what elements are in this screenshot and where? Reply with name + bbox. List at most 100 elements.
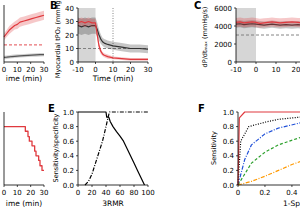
x-tick <box>44 62 45 64</box>
y-tick <box>76 48 78 49</box>
y-tick-label: 2000 <box>214 41 232 49</box>
y-tick-label: 0.4 <box>63 152 75 160</box>
x-tick <box>30 62 31 64</box>
x-tick-label: 10 <box>13 189 22 197</box>
x-tick-label: 10 <box>13 66 22 74</box>
x-tick-label: 0 <box>254 66 258 74</box>
x-tick <box>106 185 107 187</box>
x-axis-label: ime (min) <box>6 74 42 83</box>
y-tick-label: 20 <box>65 32 74 40</box>
series-line <box>4 55 44 58</box>
x-axis <box>4 185 44 186</box>
series-line <box>4 127 44 171</box>
x-tick-label: -10 <box>230 66 241 74</box>
y-axis-label: Sensitivity/specificity <box>52 113 60 182</box>
y-tick <box>236 170 238 171</box>
y-tick <box>76 185 78 186</box>
y-tick <box>76 155 78 156</box>
panel: 0102030ime (min) <box>2 5 49 83</box>
y-tick <box>236 141 238 142</box>
error-band <box>78 17 148 60</box>
y-tick <box>234 44 236 45</box>
x-tick <box>130 62 131 64</box>
y-tick <box>76 126 78 127</box>
y-tick <box>76 21 78 22</box>
x-tick-label: 0 <box>2 189 6 197</box>
x-tick <box>4 62 5 64</box>
x-tick-label: 0 <box>236 189 240 197</box>
x-tick <box>296 62 297 64</box>
y-tick-label: 0.0 <box>63 182 74 190</box>
y-tick <box>236 155 238 156</box>
x-tick <box>95 62 96 64</box>
series-line <box>85 112 148 185</box>
x-tick-label: 100 <box>141 189 154 197</box>
x-tick-label: 60 <box>116 189 125 197</box>
y-tick-label: 0.8 <box>63 123 74 131</box>
x-tick <box>17 62 18 64</box>
y-axis-label: Sensitivity <box>210 131 218 165</box>
y-tick-label: 0.2 <box>223 167 234 175</box>
x-tick-label: 30 <box>144 66 153 74</box>
panel-letter: F <box>198 103 205 114</box>
y-tick-label: 1.0 <box>63 109 74 117</box>
x-tick <box>113 62 114 64</box>
plot-area <box>236 8 300 62</box>
x-tick <box>134 185 135 187</box>
y-axis <box>236 8 237 62</box>
x-tick <box>148 62 149 64</box>
x-tick <box>30 185 31 187</box>
x-axis-label: ime (min) <box>6 199 42 208</box>
x-tick-label: 20 <box>88 189 97 197</box>
y-tick <box>236 112 238 113</box>
y-tick-label: 0.4 <box>223 152 235 160</box>
y-tick-label: 40 <box>65 5 74 13</box>
x-tick <box>17 185 18 187</box>
plot-area <box>78 112 148 185</box>
y-tick <box>236 126 238 127</box>
x-tick <box>256 62 257 64</box>
series-line <box>238 123 300 185</box>
y-axis-label: dP/dtₘₐₓ (mmHg/s) <box>201 7 209 68</box>
y-tick-label: 0.2 <box>63 167 74 175</box>
panel-letter: C <box>194 0 201 11</box>
panel-letter: B <box>50 0 58 11</box>
panel: -100102030010203040Time (min)Myocardial … <box>50 0 152 83</box>
x-axis-label: Time (min) <box>92 74 134 83</box>
y-axis-label: Myocardial tPO₂ (mmHg) <box>54 0 62 78</box>
x-axis-label: 3RMR <box>102 199 124 208</box>
y-tick-label: 10 <box>65 45 74 53</box>
error-band <box>236 17 300 27</box>
series-line <box>78 112 145 185</box>
y-tick-label: 4000 <box>214 23 232 31</box>
x-tick-label: 30 <box>40 189 49 197</box>
x-axis-label: 1-Sp <box>283 199 300 208</box>
y-tick <box>234 26 236 27</box>
x-tick-label: 20 <box>126 66 135 74</box>
panel: 0204060801000.00.20.40.60.81.03RMRSensit… <box>48 103 155 208</box>
x-tick-label: 0.2 <box>259 189 270 197</box>
y-tick <box>236 185 238 186</box>
reference-line <box>113 8 114 62</box>
series-line <box>238 162 300 185</box>
x-axis <box>4 62 44 63</box>
y-axis <box>238 112 239 185</box>
y-tick-label: 6000 <box>214 5 232 13</box>
x-axis <box>238 185 300 186</box>
x-tick-label: 40 <box>102 189 111 197</box>
y-tick <box>234 8 236 9</box>
x-tick-label: 30 <box>40 66 49 74</box>
series-line <box>4 15 44 37</box>
x-tick <box>120 185 121 187</box>
shaded-period <box>78 8 96 62</box>
y-tick <box>76 170 78 171</box>
x-axis <box>236 62 300 63</box>
y-tick-label: 0.6 <box>63 138 75 146</box>
x-tick-label: 0 <box>93 66 97 74</box>
plot-area <box>4 11 44 59</box>
panel: 0102030ime (min) <box>2 112 49 208</box>
x-tick <box>44 185 45 187</box>
x-tick-label: 10 <box>272 66 281 74</box>
x-tick-label: 20 <box>26 66 35 74</box>
x-tick-label: 0.4 <box>286 189 298 197</box>
